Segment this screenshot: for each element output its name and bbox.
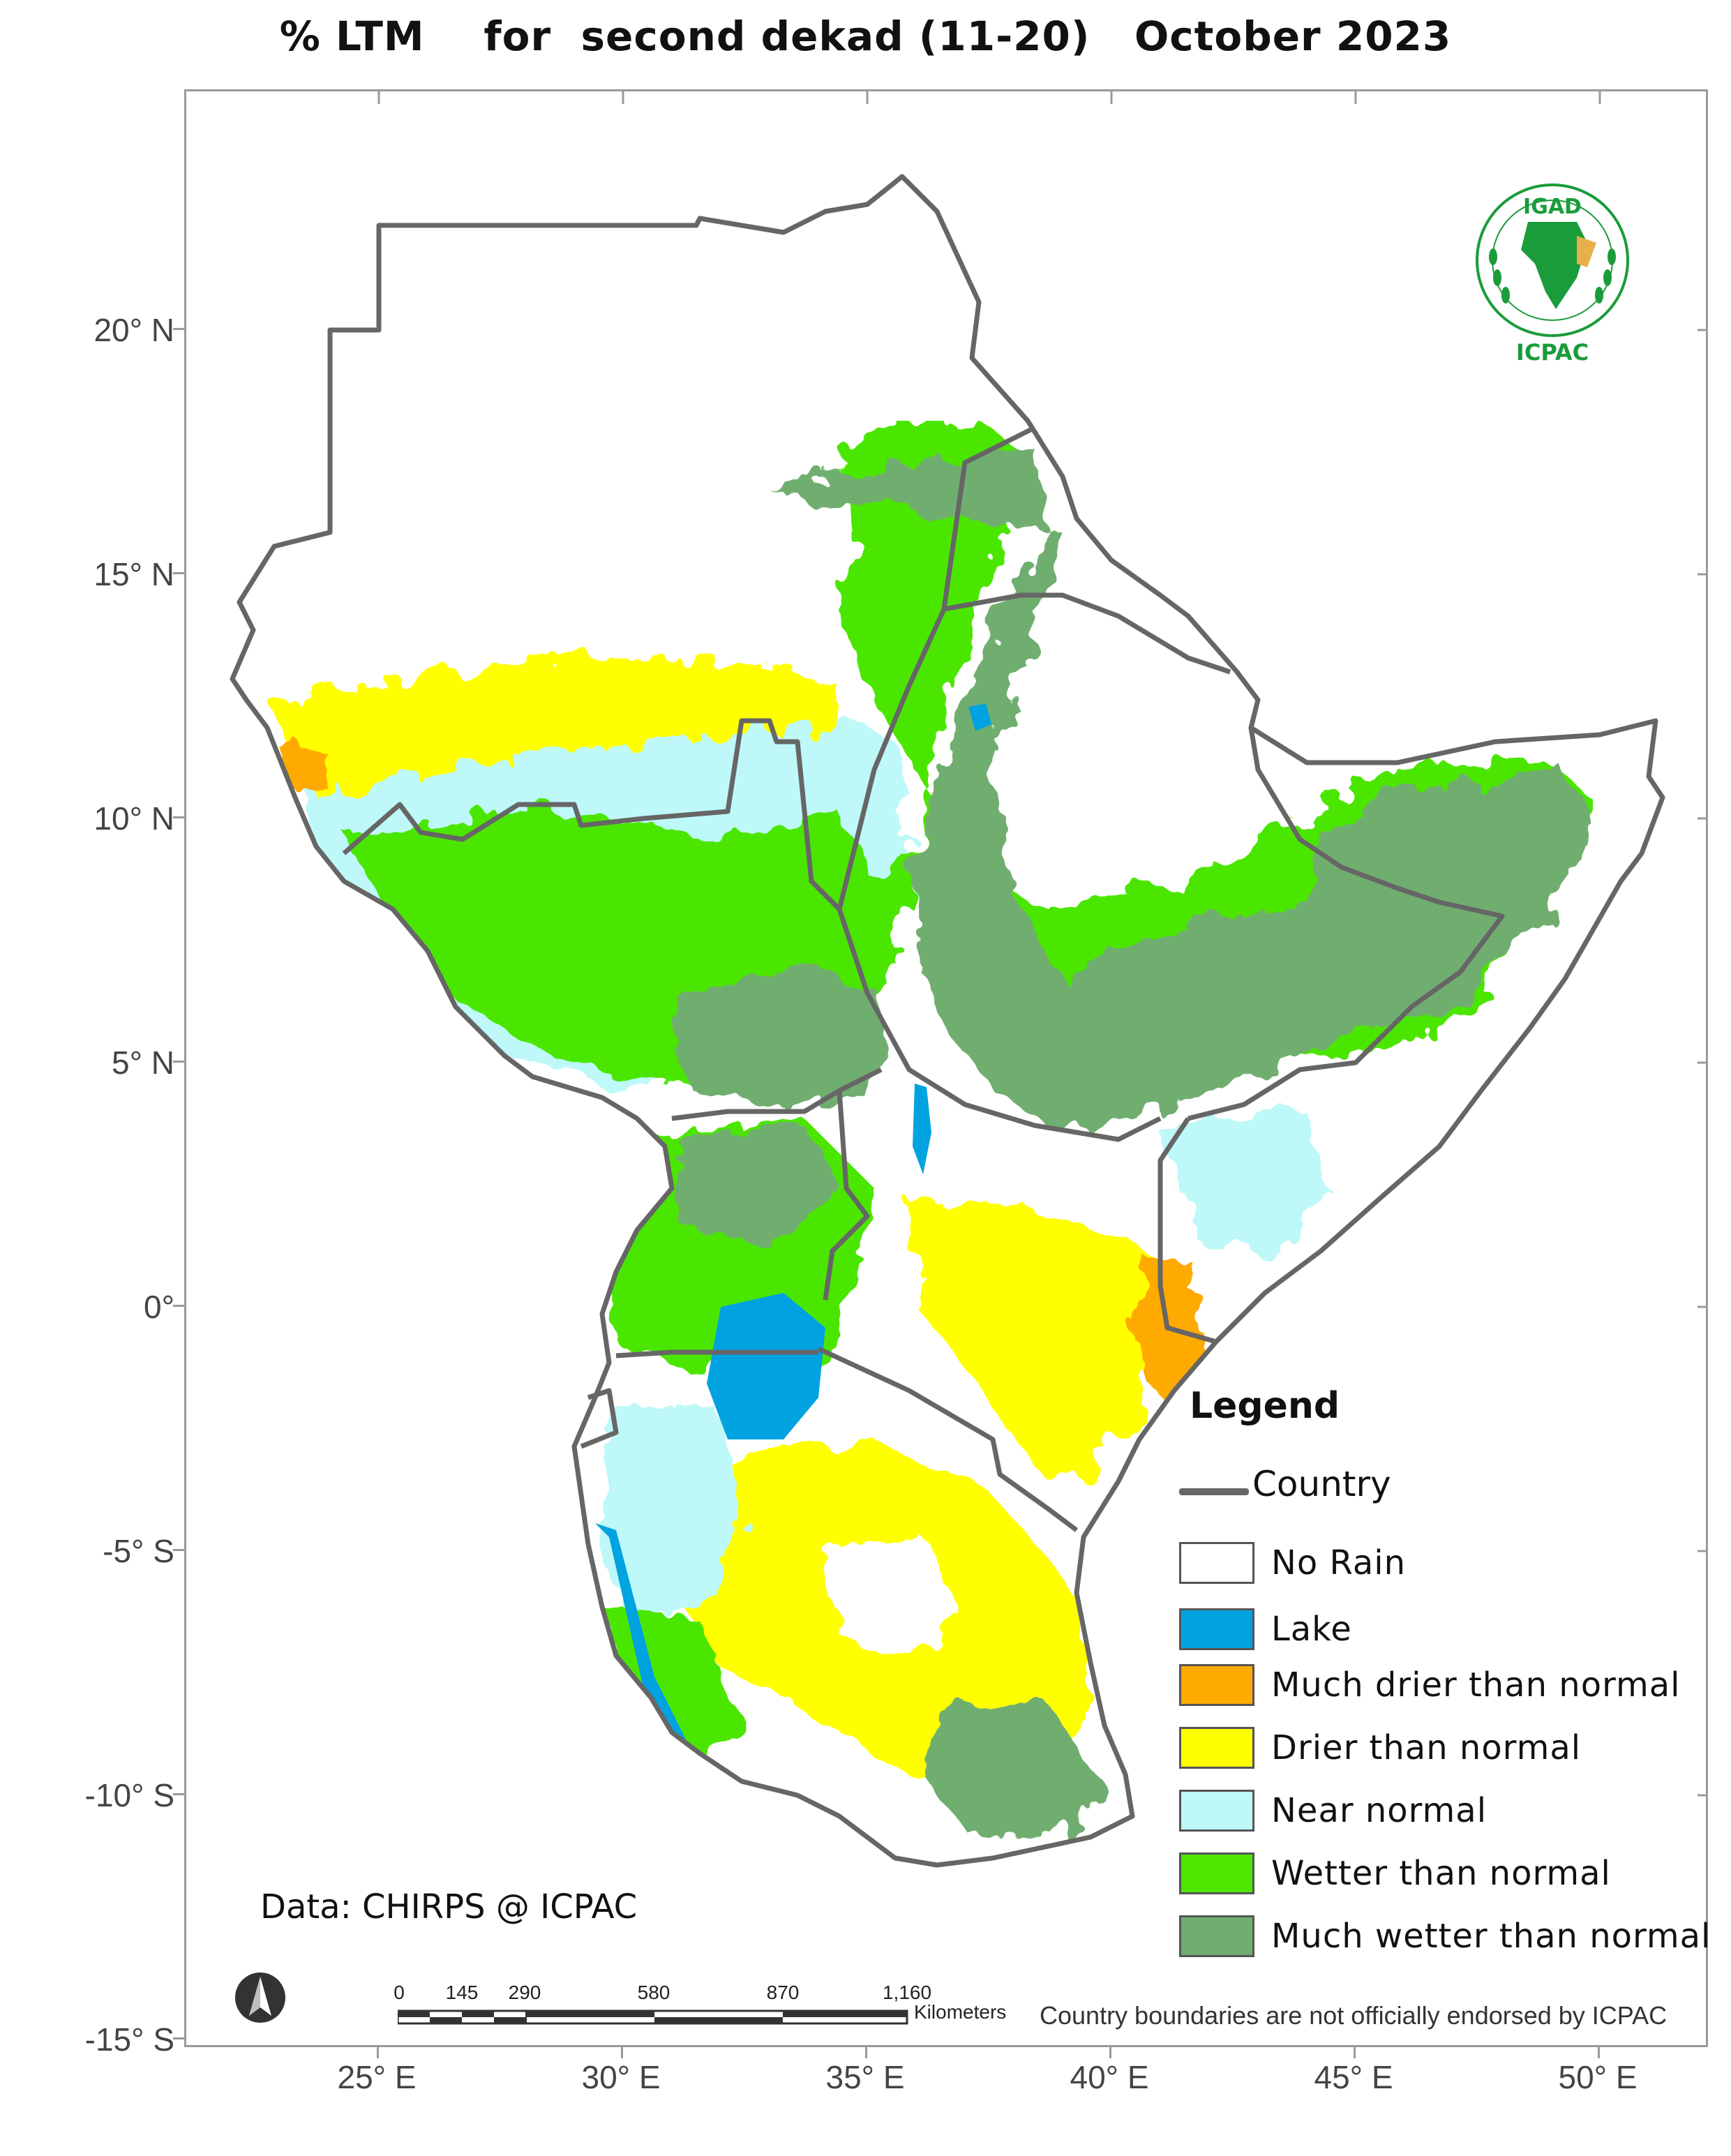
scale-tick-580: 580	[637, 1982, 670, 2003]
legend-title: Legend	[1190, 1385, 1340, 1427]
scale-tick-1160: 1,160	[882, 1982, 932, 2003]
scale-tick-290: 290	[508, 1982, 541, 2003]
map-frame	[184, 89, 1708, 2047]
scale-unit-label: Kilometers	[914, 2001, 1007, 2023]
lat-label-0: 0°	[144, 1289, 174, 1325]
tick-30e	[621, 2047, 623, 2058]
scale-tick-145: 145	[445, 1982, 479, 2003]
tick-0	[173, 1305, 184, 1307]
swatch-wetter	[1179, 1852, 1254, 1894]
tick-5n	[173, 1061, 184, 1063]
legend-label-lake: Lake	[1271, 1610, 1352, 1649]
tick-10s	[173, 1793, 184, 1795]
igad-text: IGAD	[1523, 195, 1582, 219]
lake-tana	[968, 703, 991, 731]
scale-tick-0: 0	[394, 1982, 405, 2003]
lat-label-5s: -5° S	[103, 1533, 174, 1569]
lon-label-45e: 45° E	[1314, 2059, 1393, 2095]
much-wetter-horn	[1314, 770, 1593, 1028]
swatch-lake	[1179, 1608, 1254, 1650]
legend-country-label: Country	[1252, 1464, 1391, 1504]
lon-label-30e: 30° E	[581, 2059, 661, 2095]
tick-5s	[173, 1549, 184, 1551]
legend-label-much-wetter: Much wetter than normal	[1271, 1917, 1711, 1956]
swatch-near-normal	[1179, 1790, 1254, 1832]
lon-label-50e: 50° E	[1558, 2059, 1638, 2095]
scale-tick-870: 870	[766, 1982, 800, 2003]
north-arrow-icon	[235, 1972, 285, 2023]
legend-label-much-drier: Much drier than normal	[1271, 1665, 1681, 1705]
lat-label-15s: -15° S	[84, 2021, 174, 2058]
scale-bar-graphic	[398, 2009, 908, 2025]
tick-45e	[1354, 2047, 1356, 2058]
lon-label-40e: 40° E	[1070, 2059, 1149, 2095]
lat-label-5n: 5° N	[112, 1045, 174, 1081]
tick-25e	[377, 2047, 379, 2058]
swatch-no-rain	[1179, 1542, 1254, 1584]
frame-ticks	[377, 91, 1706, 1797]
much-wetter-south-sudan	[672, 965, 895, 1105]
tick-10n	[173, 816, 184, 818]
data-credit: Data: CHIRPS @ ICPAC	[260, 1887, 638, 1926]
lake-turkana	[913, 1084, 931, 1174]
tick-40e	[1109, 2047, 1111, 2058]
swatch-much-wetter	[1179, 1915, 1254, 1957]
legend-label-no-rain: No Rain	[1271, 1543, 1406, 1582]
lat-label-10n: 10° N	[93, 800, 174, 837]
country-boundaries	[230, 174, 1665, 1868]
lat-label-20n: 20° N	[93, 312, 174, 348]
rainfall-map	[230, 91, 1706, 1868]
tick-35e	[865, 2047, 867, 2058]
drier-area-kenya	[909, 1202, 1188, 1481]
lon-label-25e: 25° E	[337, 2059, 417, 2095]
igad-logo: IGAD	[1476, 184, 1629, 337]
tick-20n	[173, 328, 184, 330]
legend-label-wetter: Wetter than normal	[1271, 1854, 1611, 1893]
swatch-much-drier	[1179, 1664, 1254, 1706]
drier-belt-north	[267, 658, 839, 798]
much-wetter-uganda	[672, 1125, 839, 1244]
tick-15s	[173, 2037, 184, 2039]
tick-50e	[1598, 2047, 1600, 2058]
tick-15n	[173, 572, 184, 574]
much-wetter-tanzania-south	[923, 1705, 1104, 1844]
legend-label-drier: Drier than normal	[1271, 1728, 1582, 1767]
country-line-swatch	[1179, 1488, 1249, 1495]
near-normal-tanzania	[602, 1405, 742, 1621]
legend-label-near-normal: Near normal	[1271, 1791, 1488, 1830]
icpac-logo-text: ICPAC	[1515, 339, 1589, 366]
lat-label-15n: 15° N	[93, 556, 174, 592]
map-title: % LTM for second dekad (11-20) October 2…	[279, 13, 1452, 60]
lon-label-35e: 35° E	[825, 2059, 905, 2095]
lake-victoria	[707, 1293, 825, 1439]
near-normal-somalia-south	[1160, 1105, 1328, 1258]
lat-label-10s: -10° S	[84, 1777, 174, 1813]
no-rain-tanzania-center	[825, 1537, 965, 1663]
swatch-drier	[1179, 1727, 1254, 1769]
scale-bar: 0 145 290 580 870 1,160	[394, 1982, 931, 2030]
boundary-disclaimer: Country boundaries are not officially en…	[1040, 2001, 1668, 2030]
